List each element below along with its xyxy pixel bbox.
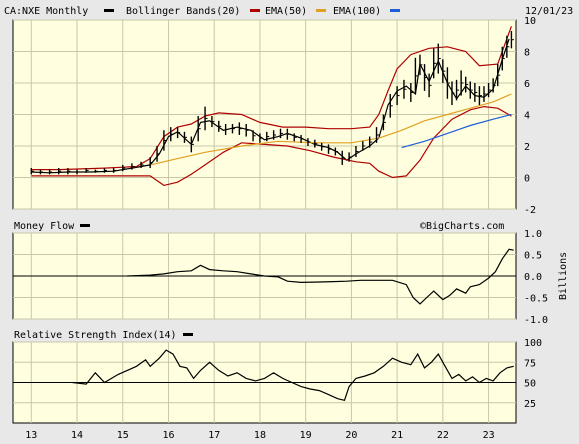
price-grid: [13, 19, 516, 210]
price-bars: [30, 31, 514, 175]
y-tick-label: 100: [524, 338, 542, 349]
symbol-label: CA:NXE Monthly: [4, 6, 88, 17]
y-tick-label: 0.5: [524, 251, 542, 262]
money-flow-legend-swatch: [80, 224, 90, 227]
legend-label-bollinger: Bollinger Bands(20): [126, 6, 240, 17]
y-tick-label: 2: [524, 142, 530, 153]
series-line: [72, 349, 514, 402]
y-tick-label: -2: [524, 205, 536, 216]
x-tick-label: 20: [345, 430, 357, 441]
watermark: ©BigCharts.com: [420, 221, 504, 232]
legend-swatch-ema100: [316, 9, 326, 12]
money-flow-ylabel: Billions: [558, 252, 569, 300]
legend-label-ema100: EMA(100): [333, 6, 381, 17]
money-flow-series: [127, 248, 514, 305]
series-line: [31, 26, 512, 171]
x-tick-label: 17: [208, 430, 220, 441]
y-tick-label: 6: [524, 79, 530, 90]
legend-swatch-ema50: [250, 9, 260, 12]
x-tick-label: 18: [254, 430, 266, 441]
rsi-series: [72, 349, 514, 402]
y-tick-label: 4: [524, 111, 530, 122]
chart-date: 12/01/23: [525, 6, 573, 17]
y-tick-label: 50: [524, 379, 536, 390]
price-y-ticks: -2 0 2 4 6 8 10: [524, 16, 536, 216]
y-tick-label: 10: [524, 16, 536, 27]
y-tick-label: 25: [524, 399, 536, 410]
y-tick-label: 0.0: [524, 272, 542, 283]
legend-label-ema50: EMA(50): [265, 6, 307, 17]
x-tick-label: 19: [300, 430, 312, 441]
x-tick-label: 21: [391, 430, 403, 441]
legend-swatch-bollinger: [104, 9, 114, 12]
legend-swatch-extra: [390, 9, 400, 12]
y-tick-label: 8: [524, 48, 530, 59]
rsi-legend-swatch: [183, 333, 193, 336]
rsi-y-ticks: 100 75 50 25: [524, 338, 542, 410]
y-tick-label: -1.0: [524, 315, 548, 326]
y-tick-label: 0: [524, 174, 530, 185]
x-axis-ticks: 13 14 15 16 17 18 19 20 21 22 23: [25, 430, 494, 441]
x-tick-label: 16: [162, 430, 174, 441]
x-tick-label: 23: [483, 430, 495, 441]
x-tick-label: 14: [71, 430, 83, 441]
series-line: [401, 113, 512, 149]
series-line: [127, 248, 514, 305]
y-tick-label: -0.5: [524, 294, 548, 305]
series-line: [150, 93, 512, 166]
money-flow-grid: [13, 232, 516, 320]
x-tick-label: 13: [25, 430, 37, 441]
series-line: [31, 105, 512, 187]
x-tick-label: 15: [117, 430, 129, 441]
money-flow-y-ticks: 1.0 0.5 0.0 -0.5 -1.0: [524, 229, 548, 326]
y-tick-label: 75: [524, 358, 536, 369]
rsi-title: Relative Strength Index(14): [14, 330, 177, 341]
money-flow-title: Money Flow: [14, 221, 75, 232]
x-tick-label: 22: [437, 430, 449, 441]
y-tick-label: 1.0: [524, 229, 542, 240]
